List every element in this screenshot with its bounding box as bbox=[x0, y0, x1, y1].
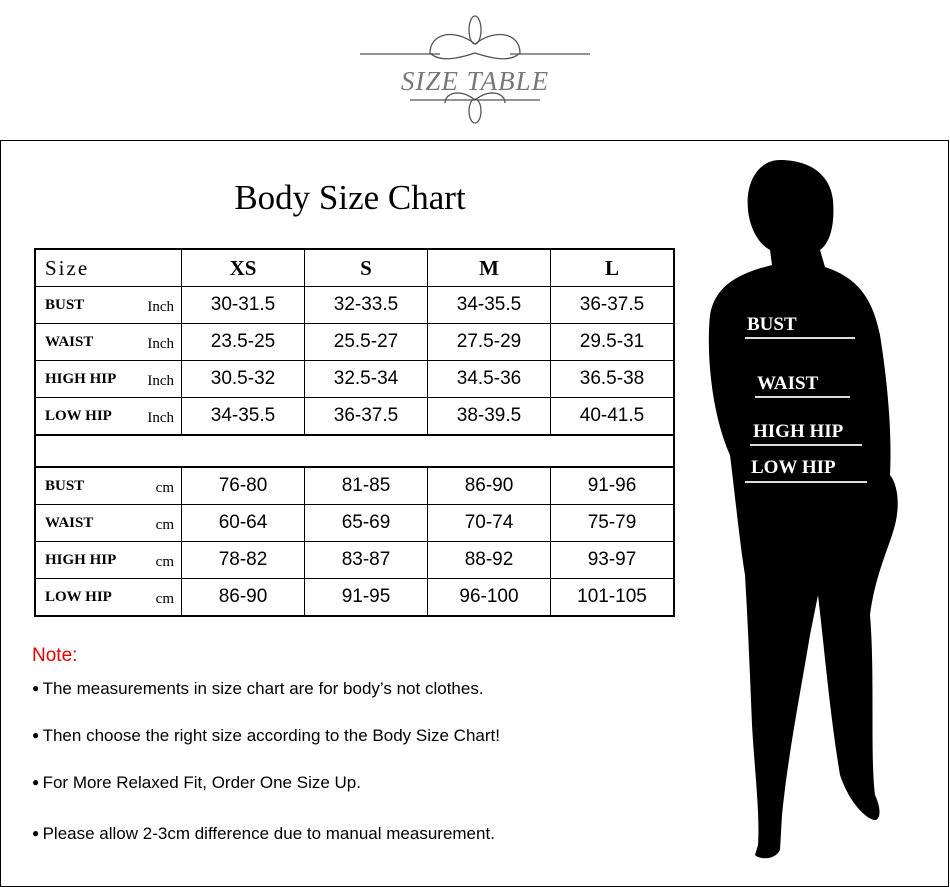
value-cell: 75-79 bbox=[550, 504, 675, 542]
value-cell: 36-37.5 bbox=[304, 397, 428, 436]
unit-label: Inch bbox=[147, 373, 174, 389]
unit-label: Inch bbox=[147, 299, 174, 315]
value-cell: 30-31.5 bbox=[181, 286, 305, 324]
value-cell: 30.5-32 bbox=[181, 360, 305, 398]
unit-label: Inch bbox=[147, 336, 174, 352]
measure-label: LOW HIP bbox=[45, 588, 112, 605]
value-cell: 25.5-27 bbox=[304, 323, 428, 361]
header-cell: M bbox=[427, 248, 551, 287]
body-silhouette: BUST WAIST HIGH HIP LOW HIP bbox=[700, 155, 940, 885]
table-row: LOW HIP cm 86-90 91-95 96-100 101-105 bbox=[34, 578, 675, 617]
table-row: WAIST Inch 23.5-25 25.5-27 27.5-29 29.5-31 bbox=[34, 323, 675, 361]
unit-label: Inch bbox=[147, 410, 174, 426]
value-cell: 60-64 bbox=[181, 504, 305, 542]
value-cell: 40-41.5 bbox=[550, 397, 675, 436]
measure-label-cell: HIGH HIP cm bbox=[34, 541, 182, 579]
low-hip-line bbox=[745, 481, 867, 483]
measure-label: HIGH HIP bbox=[45, 551, 117, 568]
table-row: WAIST cm 60-64 65-69 70-74 75-79 bbox=[34, 504, 675, 542]
measure-label: BUST bbox=[45, 477, 85, 494]
measure-label-cell: BUST Inch bbox=[34, 286, 182, 324]
value-cell: 27.5-29 bbox=[427, 323, 551, 361]
table-row: HIGH HIP cm 78-82 83-87 88-92 93-97 bbox=[34, 541, 675, 579]
figure-label-high-hip: HIGH HIP bbox=[753, 421, 844, 442]
value-cell: 32-33.5 bbox=[304, 286, 428, 324]
figure-label-bust: BUST bbox=[747, 314, 797, 335]
table-row: BUST Inch 30-31.5 32-33.5 34-35.5 36-37.5 bbox=[34, 286, 675, 324]
value-cell: 34.5-36 bbox=[427, 360, 551, 398]
header-cell: XS bbox=[181, 248, 305, 287]
header-cell: S bbox=[304, 248, 428, 287]
separator-row bbox=[34, 434, 675, 468]
figure-label-waist: WAIST bbox=[757, 373, 819, 394]
value-cell: 76-80 bbox=[181, 466, 305, 505]
size-table: Size XS S M L BUST Inch 30-31.5 32-33.5 34-3… bbox=[34, 248, 675, 617]
value-cell: 96-100 bbox=[427, 578, 551, 617]
note-item: The measurements in size chart are for b… bbox=[32, 679, 484, 699]
unit-label: cm bbox=[155, 480, 174, 496]
value-cell: 88-92 bbox=[427, 541, 551, 579]
logo-text: SIZE TABLE bbox=[400, 66, 550, 96]
table-row: HIGH HIP Inch 30.5-32 32.5-34 34.5-36 36.5-38 bbox=[34, 360, 675, 398]
value-cell: 70-74 bbox=[427, 504, 551, 542]
high-hip-line bbox=[750, 444, 862, 446]
value-cell: 32.5-34 bbox=[304, 360, 428, 398]
figure-label-low-hip: LOW HIP bbox=[751, 457, 836, 478]
value-cell: 36-37.5 bbox=[550, 286, 675, 324]
measure-label: WAIST bbox=[45, 514, 94, 531]
header-cell: L bbox=[550, 248, 675, 287]
inch-rows: BUST Inch 30-31.5 32-33.5 34-35.5 36-37.5 WAIS… bbox=[34, 286, 675, 436]
measure-label-cell: LOW HIP cm bbox=[34, 578, 182, 617]
header-cell: Size bbox=[34, 248, 182, 287]
measure-label: LOW HIP bbox=[45, 407, 112, 424]
note-item: Please allow 2-3cm difference due to man… bbox=[32, 824, 495, 844]
measure-label: HIGH HIP bbox=[45, 370, 117, 387]
measure-label-cell: BUST cm bbox=[34, 466, 182, 505]
unit-label: cm bbox=[155, 554, 174, 570]
value-cell: 38-39.5 bbox=[427, 397, 551, 436]
value-cell: 93-97 bbox=[550, 541, 675, 579]
note-heading: Note: bbox=[32, 645, 78, 666]
value-cell: 36.5-38 bbox=[550, 360, 675, 398]
unit-label: cm bbox=[155, 591, 174, 607]
cm-rows: BUST cm 76-80 81-85 86-90 91-96 WAIST cm 60-64 65… bbox=[34, 466, 675, 617]
measure-label: WAIST bbox=[45, 333, 94, 350]
value-cell: 23.5-25 bbox=[181, 323, 305, 361]
table-header-row: Size XS S M L bbox=[34, 248, 675, 287]
unit-label: cm bbox=[155, 517, 174, 533]
measure-label-cell: HIGH HIP Inch bbox=[34, 360, 182, 398]
value-cell: 91-96 bbox=[550, 466, 675, 505]
value-cell: 78-82 bbox=[181, 541, 305, 579]
bust-line bbox=[745, 337, 855, 339]
ornament-icon bbox=[360, 15, 590, 124]
value-cell: 101-105 bbox=[550, 578, 675, 617]
measure-label-cell: LOW HIP Inch bbox=[34, 397, 182, 436]
value-cell: 86-90 bbox=[181, 578, 305, 617]
measure-label-cell: WAIST Inch bbox=[34, 323, 182, 361]
value-cell: 34-35.5 bbox=[181, 397, 305, 436]
waist-line bbox=[755, 396, 850, 398]
table-row: BUST cm 76-80 81-85 86-90 91-96 bbox=[34, 466, 675, 505]
note-item: For More Relaxed Fit, Order One Size Up. bbox=[32, 773, 361, 793]
measure-label: BUST bbox=[45, 296, 85, 313]
measure-label-cell: WAIST cm bbox=[34, 504, 182, 542]
separator-cell bbox=[34, 434, 675, 468]
value-cell: 83-87 bbox=[304, 541, 428, 579]
note-item: Then choose the right size according to … bbox=[32, 726, 500, 746]
value-cell: 86-90 bbox=[427, 466, 551, 505]
value-cell: 65-69 bbox=[304, 504, 428, 542]
silhouette-icon bbox=[708, 160, 898, 859]
size-table-logo: SIZE TABLE bbox=[360, 8, 590, 133]
value-cell: 91-95 bbox=[304, 578, 428, 617]
table-row: LOW HIP Inch 34-35.5 36-37.5 38-39.5 40-41.5 bbox=[34, 397, 675, 436]
value-cell: 81-85 bbox=[304, 466, 428, 505]
value-cell: 34-35.5 bbox=[427, 286, 551, 324]
page-title: Body Size Chart bbox=[234, 178, 466, 217]
value-cell: 29.5-31 bbox=[550, 323, 675, 361]
